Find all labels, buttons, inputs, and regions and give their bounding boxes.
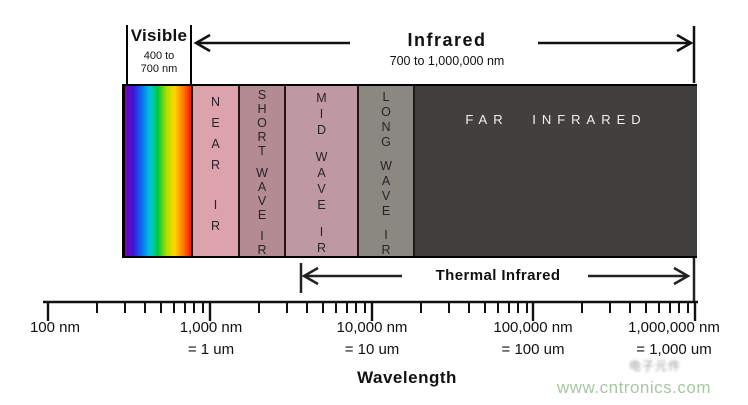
tick-label-10000nm: 10,000 nm = 10 um	[336, 319, 408, 358]
tick-label-1000000nm: 1,000,000 nm = 1,000 um	[628, 319, 720, 358]
tick-label-100nm: 100 nm	[29, 319, 81, 336]
visible-range-line1: 400 to	[143, 50, 175, 62]
tick-label-100000nm: 100,000 nm = 100 um	[493, 319, 573, 358]
thermal-infrared-label: Thermal Infrared	[435, 267, 561, 284]
visible-title: Visible	[130, 26, 188, 45]
far-infrared-band: FAR INFRARED	[413, 86, 697, 256]
infrared-title: Infrared	[407, 30, 487, 50]
visible-spectrum-band	[122, 86, 193, 256]
chinese-watermark: 电子元件	[629, 359, 682, 373]
far-infrared-label: FAR INFRARED	[465, 112, 647, 127]
visible-section-box: Visible 400 to 700 nm	[126, 25, 192, 84]
site-watermark: www.cntronics.com	[557, 378, 711, 397]
tick-label-1000nm: 1,000 nm = 1 um	[179, 319, 243, 358]
visible-range-line2: 700 nm	[140, 63, 178, 75]
visible-range: 400 to 700 nm	[128, 50, 190, 76]
infrared-range: 700 to 1,000,000 nm	[389, 54, 505, 68]
wavelength-axis-title: Wavelength	[357, 368, 457, 387]
